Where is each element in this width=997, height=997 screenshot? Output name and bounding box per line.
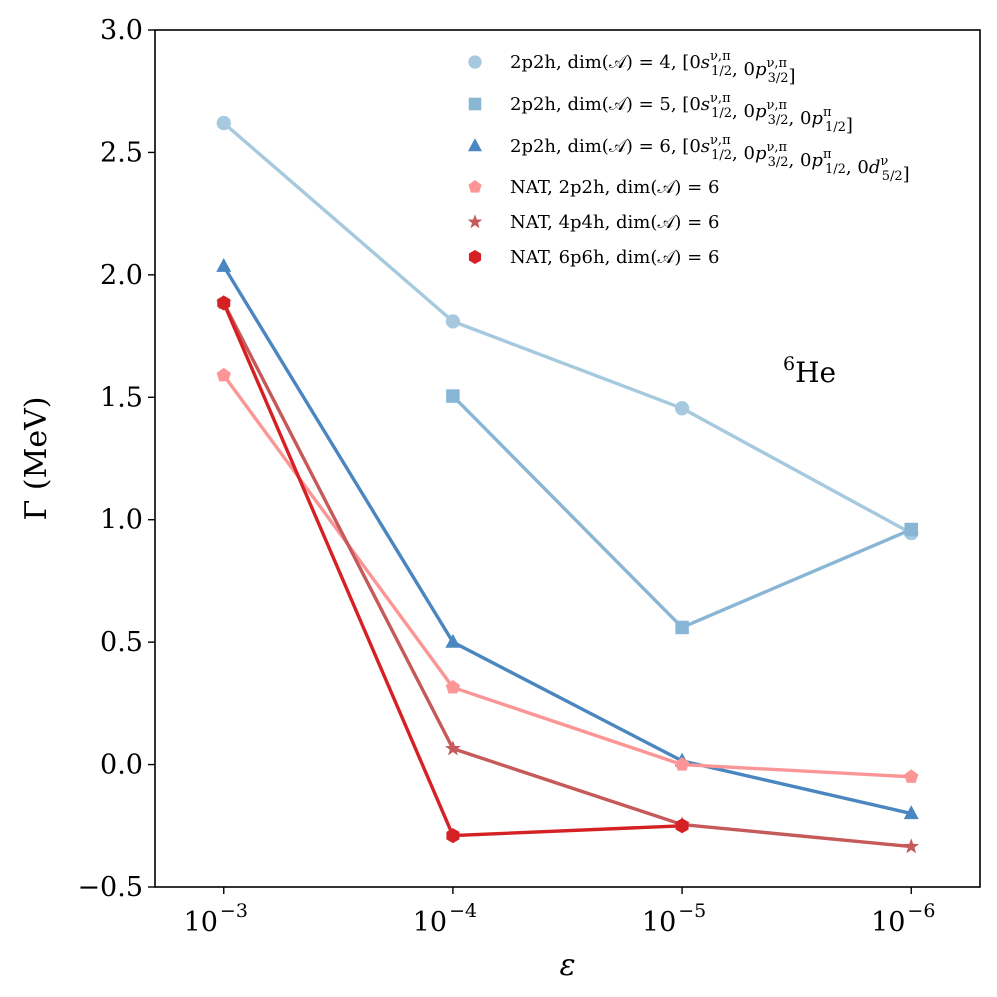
series-5-point-2 <box>445 740 461 756</box>
legend-marker-3 <box>468 138 482 152</box>
x-tick-exponent-3: −5 <box>678 900 706 922</box>
series-1-point-1 <box>216 115 231 131</box>
series-1-point-3 <box>674 401 690 416</box>
series-6-point-3 <box>675 818 689 834</box>
y-tick-label-5: 1.5 <box>100 382 143 413</box>
legend-label-3: 2p2h, dim(𝒜) = 6, [0sν,π 1/2, 0pν,π 3/2, 0… <box>510 133 910 185</box>
y-tick-label-2: 0.0 <box>100 750 143 781</box>
x-tick-label-2: 10 −4 <box>413 900 477 938</box>
legend-entry-1: 2p2h, dim(𝒜) = 4, [0sν,π 1/2, 0pν,π 3/2] <box>468 49 796 87</box>
series-4-point-4 <box>904 769 919 783</box>
series-2-line <box>451 394 912 630</box>
series-3-point-2 <box>445 633 461 648</box>
x-tick-exponent-4: −6 <box>907 900 935 922</box>
x-tick-label-3: 10 −5 <box>642 900 706 938</box>
series-2-point-4 <box>904 522 918 537</box>
y-tick-label-7: 2.5 <box>100 137 143 168</box>
legend-entry-6: NAT, 6p6h, dim(𝒜) = 6 <box>468 247 719 268</box>
series-5-point-4 <box>903 838 920 854</box>
series-6 <box>217 295 689 844</box>
series-5-line <box>222 302 912 849</box>
legend-marker-2 <box>468 97 482 111</box>
series-6-point-1 <box>217 295 231 311</box>
series-4-point-3 <box>674 757 690 771</box>
series-1-line <box>222 121 913 535</box>
legend-label-6: NAT, 6p6h, dim(𝒜) = 6 <box>510 247 719 268</box>
legend: 2p2h, dim(𝒜) = 4, [0sν,π 1/2, 0pν,π 3/2] 2p… <box>467 49 910 268</box>
y-tick-label-6: 2.0 <box>100 260 143 291</box>
legend-entry-4: NAT, 2p2h, dim(𝒜) = 6 <box>468 177 719 198</box>
legend-label-5: NAT, 4p4h, dim(𝒜) = 6 <box>510 212 719 233</box>
series-4-line <box>222 374 912 779</box>
x-tick-exponent-2: −4 <box>449 900 477 922</box>
series-6-point-2 <box>446 828 460 844</box>
series-3-point-1 <box>216 258 232 272</box>
series-3 <box>216 258 919 820</box>
series-4-point-1 <box>216 367 231 382</box>
series-2-point-3 <box>675 620 689 635</box>
legend-entry-2: 2p2h, dim(𝒜) = 5, [0sν,π 1/2, 0pν,π 3/2, 0… <box>468 91 853 136</box>
legend-entry-3: 2p2h, dim(𝒜) = 6, [0sν,π 1/2, 0pν,π 3/2, 0… <box>468 133 910 185</box>
legend-entry-5: NAT, 4p4h, dim(𝒜) = 6 <box>467 212 719 233</box>
series-3-line <box>222 265 912 816</box>
x-tick-exponent-1: −3 <box>220 900 248 922</box>
axes: −0.5 0.0 0.5 1.0 1.5 2.0 2.5 3.0 10 −3 10 −4 10 −5 10−… <box>77 15 981 938</box>
series-2-point-2 <box>446 389 460 403</box>
y-tick-label-3: 0.5 <box>100 627 143 658</box>
series-3-point-4 <box>903 805 919 820</box>
legend-label-4: NAT, 2p2h, dim(𝒜) = 6 <box>510 177 719 198</box>
annotation-element: He <box>795 356 836 389</box>
legend-marker-5 <box>467 214 483 229</box>
nucleus-annotation: 6He <box>783 353 836 389</box>
x-tick-label-1: 10 −3 <box>184 900 248 938</box>
series-1-point-2 <box>445 314 461 329</box>
legend-marker-1 <box>468 55 482 69</box>
x-tick-label-4: 10 −6 <box>871 900 935 938</box>
y-tick-label-8: 3.0 <box>100 15 143 46</box>
series-4-point-2 <box>445 679 461 694</box>
series-4 <box>216 367 919 783</box>
y-tick-label-1: −0.5 <box>77 872 143 903</box>
legend-label-2: 2p2h, dim(𝒜) = 5, [0sν,π 1/2, 0pν,π 3/2, 0… <box>510 91 853 136</box>
legend-marker-6 <box>468 250 482 264</box>
plot-area <box>215 115 920 854</box>
x-axis-label: ε <box>559 948 575 983</box>
legend-label-1: 2p2h, dim(𝒜) = 4, [0sν,π 1/2, 0pν,π 3/2] <box>510 49 796 87</box>
y-tick-label-4: 1.0 <box>100 505 143 536</box>
legend-marker-4 <box>468 180 482 193</box>
y-axis-label: Γ (MeV) <box>19 397 54 521</box>
series-2 <box>446 389 918 635</box>
annotation-mass-number: 6 <box>783 353 795 375</box>
plot-frame <box>154 29 981 888</box>
